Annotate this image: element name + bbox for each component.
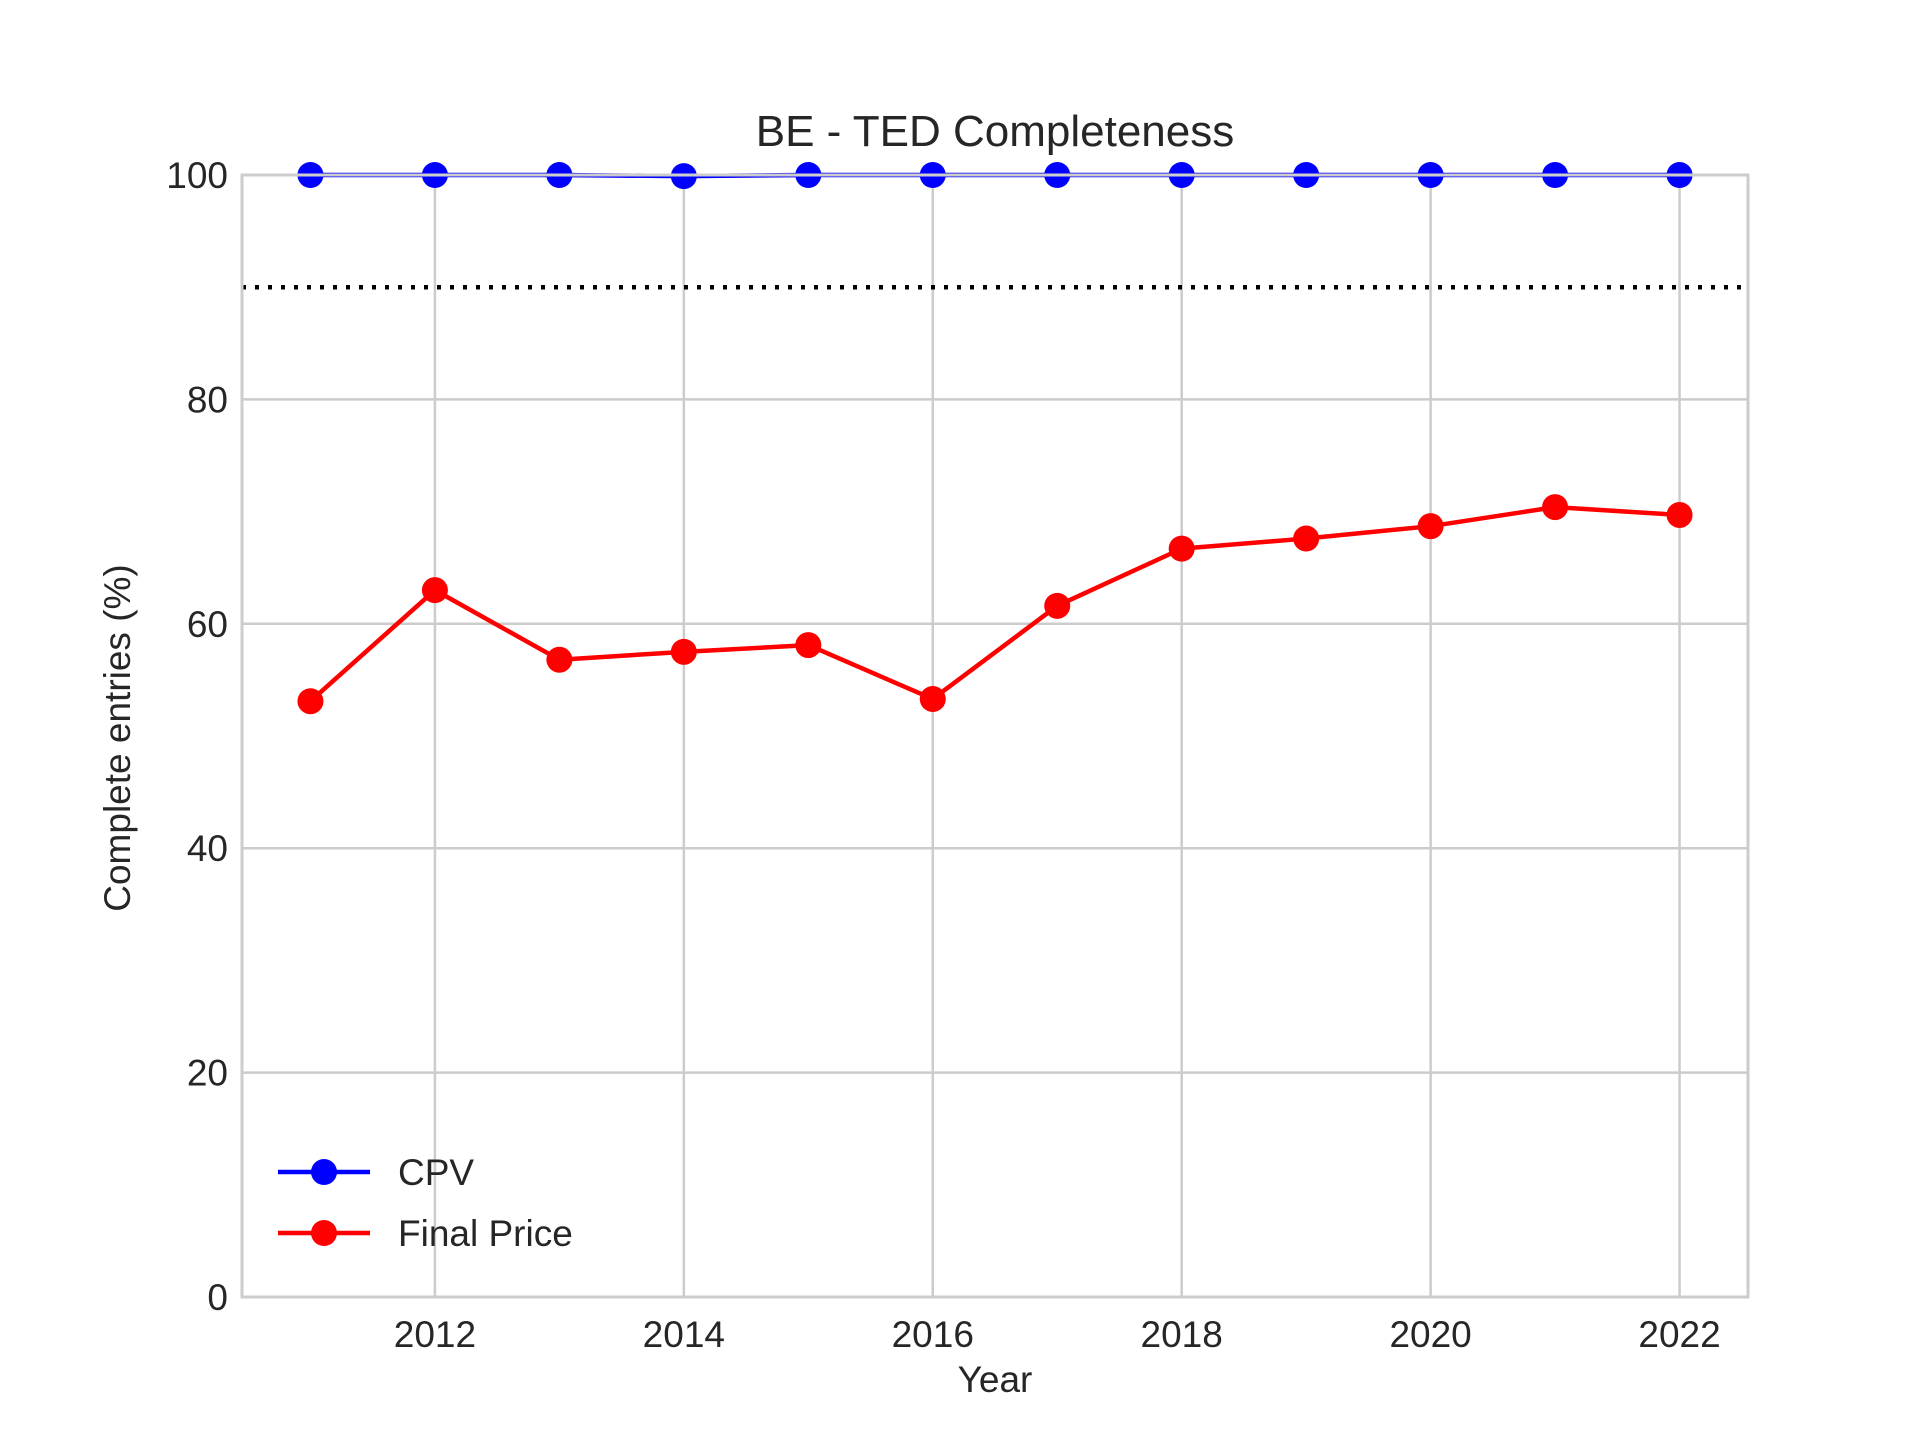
chart-title: BE - TED Completeness — [756, 107, 1234, 156]
plot-frame — [240, 173, 1750, 1299]
series-line-final-price — [308, 504, 1680, 703]
y-tick-label: 20 — [187, 1053, 228, 1094]
series-group — [297, 162, 1693, 715]
legend: CPV Final Price — [278, 1152, 573, 1254]
legend-label-cpv: CPV — [398, 1152, 474, 1193]
data-point-final-price — [546, 646, 573, 673]
x-tick-label: 2022 — [1638, 1314, 1720, 1355]
x-tick-label: 2012 — [394, 1314, 476, 1355]
data-point-final-price — [670, 638, 697, 665]
y-axis-label: Complete entries (%) — [97, 564, 138, 912]
x-axis-label: Year — [958, 1359, 1033, 1400]
y-tick-label: 80 — [187, 379, 228, 420]
data-point-final-price — [1666, 501, 1693, 528]
tick-labels: 2012 2014 2016 2018 2020 2022 0 20 40 60 80 100 — [166, 155, 1720, 1355]
x-tick-label: 2014 — [643, 1314, 725, 1355]
data-point-final-price — [919, 685, 946, 712]
data-point-final-price — [1044, 592, 1071, 619]
data-point-final-price — [1542, 494, 1569, 521]
legend-marker-cpv — [311, 1159, 337, 1185]
data-point-final-price — [1168, 535, 1195, 562]
y-tick-label: 60 — [187, 604, 228, 645]
legend-label-final-price: Final Price — [398, 1213, 573, 1254]
data-point-final-price — [1293, 525, 1320, 552]
data-point-final-price — [297, 688, 324, 715]
grid — [242, 173, 1748, 1299]
data-point-final-price — [795, 632, 822, 659]
y-tick-label: 0 — [207, 1277, 228, 1318]
legend-marker-final-price — [311, 1220, 337, 1246]
x-tick-label: 2016 — [892, 1314, 974, 1355]
x-tick-label: 2018 — [1141, 1314, 1223, 1355]
x-tick-label: 2020 — [1389, 1314, 1471, 1355]
data-point-final-price — [421, 577, 448, 604]
y-tick-label: 40 — [187, 828, 228, 869]
y-tick-label: 100 — [166, 155, 228, 196]
data-point-final-price — [1417, 513, 1444, 540]
